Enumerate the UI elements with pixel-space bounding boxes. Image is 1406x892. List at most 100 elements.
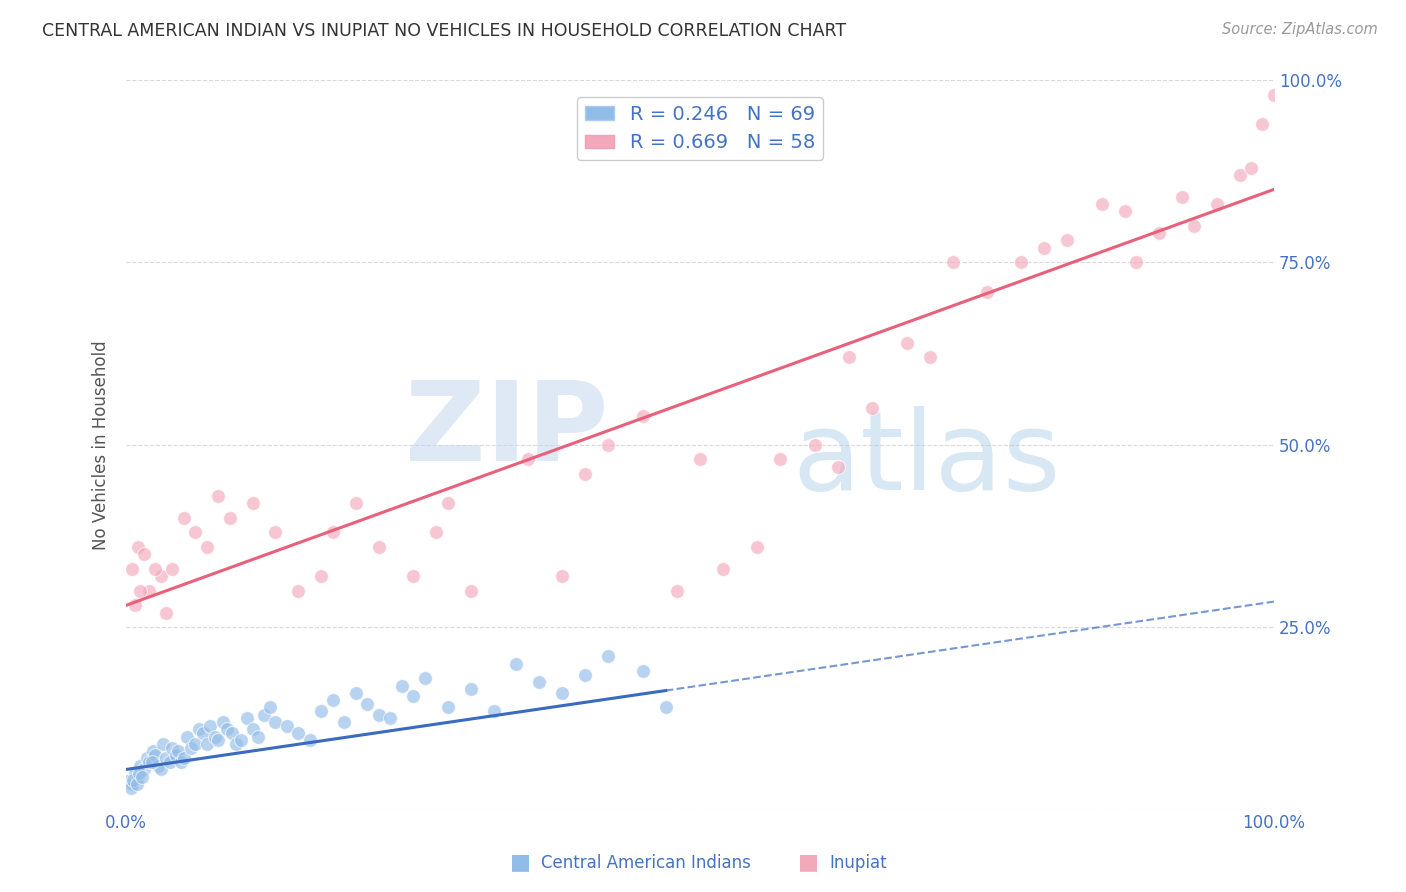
Point [170, 755, 193, 769]
Point [942, 255, 965, 269]
Point [122, 773, 145, 788]
Point [918, 350, 941, 364]
Point [236, 711, 259, 725]
Point [176, 730, 198, 744]
Point [367, 540, 389, 554]
Point [124, 766, 146, 780]
Point [769, 452, 792, 467]
Point [356, 697, 378, 711]
Point [165, 747, 187, 762]
Text: CENTRAL AMERICAN INDIAN VS INUPIAT NO VEHICLES IN HOUSEHOLD CORRELATION CHART: CENTRAL AMERICAN INDIAN VS INUPIAT NO VE… [42, 22, 846, 40]
Point [322, 525, 344, 540]
Point [322, 693, 344, 707]
Point [804, 438, 827, 452]
Point [198, 718, 221, 732]
Point [136, 751, 159, 765]
Text: ■: ■ [799, 853, 818, 872]
Point [218, 510, 240, 524]
Point [1229, 168, 1251, 182]
Point [1240, 161, 1263, 175]
Point [460, 583, 482, 598]
Point [138, 583, 160, 598]
Point [221, 726, 243, 740]
Point [482, 704, 505, 718]
Point [211, 714, 233, 729]
Point [160, 562, 183, 576]
Point [860, 401, 883, 416]
Point [574, 667, 596, 681]
Point [187, 723, 209, 737]
Point [229, 733, 252, 747]
Point [121, 562, 143, 576]
Point [598, 649, 620, 664]
Point [517, 452, 540, 467]
Point [333, 714, 356, 729]
Point [1125, 255, 1147, 269]
Point [207, 489, 229, 503]
Point [152, 737, 174, 751]
Point [598, 438, 620, 452]
Point [1010, 255, 1032, 269]
Point [129, 583, 152, 598]
Point [1056, 234, 1078, 248]
Point [391, 679, 413, 693]
Point [311, 569, 333, 583]
Point [380, 711, 402, 725]
Point [1114, 204, 1136, 219]
Point [155, 751, 177, 765]
Point [167, 744, 190, 758]
Point [298, 733, 321, 747]
Point [276, 718, 298, 732]
Point [132, 763, 155, 777]
Text: ZIP: ZIP [405, 376, 609, 483]
Point [1091, 197, 1114, 211]
Point [1182, 219, 1205, 233]
Point [142, 744, 165, 758]
Point [505, 657, 527, 671]
Point [666, 583, 689, 598]
Point [827, 459, 849, 474]
Point [402, 569, 425, 583]
Point [128, 766, 150, 780]
Point [127, 540, 149, 554]
Point [689, 452, 711, 467]
Point [631, 664, 654, 678]
Point [344, 496, 367, 510]
Point [413, 671, 436, 685]
Point [367, 707, 389, 722]
Point [287, 726, 309, 740]
Point [143, 562, 166, 576]
Point [127, 770, 149, 784]
Point [195, 737, 218, 751]
Point [118, 773, 141, 788]
Point [631, 409, 654, 423]
Point [529, 674, 551, 689]
Point [242, 723, 264, 737]
Point [574, 467, 596, 481]
Point [141, 755, 163, 769]
Text: Central American Indians: Central American Indians [541, 855, 751, 872]
Point [217, 723, 239, 737]
Point [173, 751, 195, 765]
Point [132, 547, 155, 561]
Point [143, 747, 166, 762]
Point [747, 540, 769, 554]
Point [460, 682, 482, 697]
Point [1251, 117, 1274, 131]
Point [425, 525, 447, 540]
Point [242, 496, 264, 510]
Point [173, 510, 195, 524]
Point [1263, 87, 1285, 102]
Point [155, 606, 177, 620]
Point [838, 350, 860, 364]
Point [311, 704, 333, 718]
Point [247, 730, 270, 744]
Point [195, 540, 218, 554]
Point [193, 726, 215, 740]
Point [225, 737, 247, 751]
Point [1171, 190, 1194, 204]
Point [253, 707, 276, 722]
Point [125, 777, 148, 791]
Point [129, 758, 152, 772]
Point [259, 700, 281, 714]
